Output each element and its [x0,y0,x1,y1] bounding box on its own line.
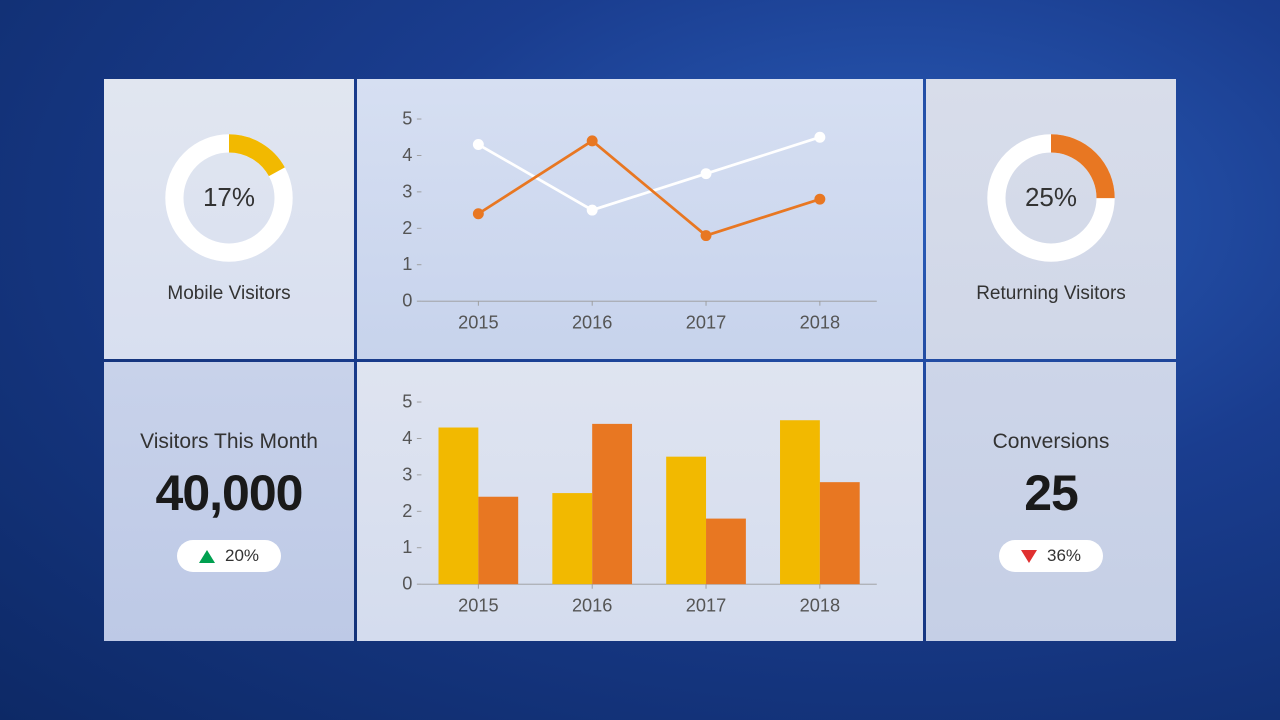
returning-visitors-percent: 25% [986,133,1116,263]
svg-text:0: 0 [402,291,412,311]
svg-text:5: 5 [402,108,412,128]
svg-text:3: 3 [402,181,412,201]
returning-visitors-donut: 25% [986,133,1116,263]
triangle-up-icon [199,550,215,563]
visitors-month-label: Visitors This Month [140,430,318,454]
svg-text:1: 1 [402,537,412,557]
svg-text:2015: 2015 [458,312,499,332]
svg-text:2: 2 [402,500,412,520]
svg-text:2016: 2016 [572,312,613,332]
visitors-month-change: 20% [177,540,281,572]
conversions-panel: Conversions 25 36% [926,362,1176,642]
dashboard: 17% Mobile Visitors 01234520152016201720… [104,79,1176,641]
svg-text:2018: 2018 [800,312,841,332]
returning-visitors-label: Returning Visitors [976,283,1126,305]
svg-text:1: 1 [402,254,412,274]
conversions-value: 25 [1024,464,1078,522]
mobile-visitors-label: Mobile Visitors [167,283,290,305]
line-chart-panel: 0 1 2 3 4 5 2015 2016 2017 2018 [357,79,923,359]
mobile-visitors-percent: 17% [164,133,294,263]
visitors-month-change-pct: 20% [225,546,259,566]
mobile-visitors-donut: 17% [164,133,294,263]
svg-text:2: 2 [402,218,412,238]
visitors-month-value: 40,000 [156,464,303,522]
mobile-visitors-panel: 17% Mobile Visitors [104,79,354,359]
svg-text:2016: 2016 [572,595,613,615]
svg-text:2017: 2017 [686,595,727,615]
bar-chart-panel: 0 1 2 3 4 5 2015 2016 2017 2018 [357,362,923,642]
triangle-down-icon [1021,550,1037,563]
bar-chart: 0 1 2 3 4 5 2015 2016 2017 2018 [385,380,895,634]
conversions-change: 36% [999,540,1103,572]
svg-text:2017: 2017 [686,312,727,332]
conversions-label: Conversions [993,430,1110,454]
svg-text:5: 5 [402,391,412,411]
svg-text:2015: 2015 [458,595,499,615]
line-chart: 0 1 2 3 4 5 2015 2016 2017 2018 [385,97,895,351]
svg-text:0: 0 [402,573,412,593]
svg-text:3: 3 [402,464,412,484]
svg-text:4: 4 [402,427,412,447]
svg-text:4: 4 [402,145,412,165]
svg-text:2018: 2018 [800,595,841,615]
conversions-change-pct: 36% [1047,546,1081,566]
visitors-month-panel: Visitors This Month 40,000 20% [104,362,354,642]
returning-visitors-panel: 25% Returning Visitors [926,79,1176,359]
